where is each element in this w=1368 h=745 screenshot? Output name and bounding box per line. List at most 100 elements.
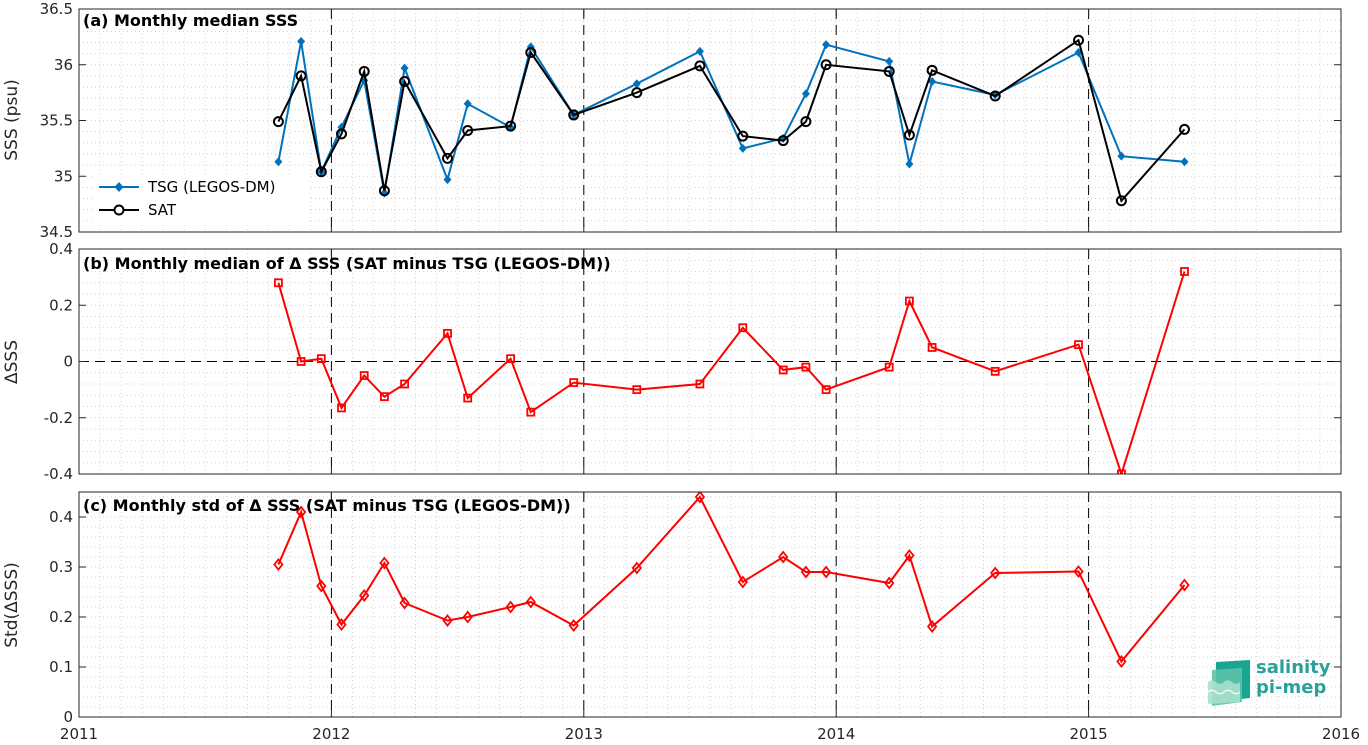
data-point (778, 550, 789, 564)
data-point (883, 65, 895, 77)
series-line-0 (277, 495, 1186, 664)
data-point (1180, 157, 1189, 167)
panel-a-year-lines (330, 9, 1090, 232)
data-point (884, 362, 894, 372)
legend-marker-tsg (114, 182, 124, 192)
data-point (569, 378, 579, 387)
panel-c-x-ticks: 2011 2012 2013 2014 2015 2016 (60, 725, 1360, 743)
data-point (738, 323, 748, 333)
data-point (380, 392, 389, 402)
y-tick-label: 35 (54, 167, 73, 185)
legend-label-sat: SAT (148, 201, 177, 219)
data-point (777, 135, 789, 147)
y-tick-label: 36 (54, 56, 73, 74)
data-point (631, 561, 642, 575)
data-point (568, 109, 580, 121)
data-point (1179, 123, 1191, 135)
data-point (801, 89, 810, 99)
data-point (632, 385, 642, 395)
data-point (505, 120, 517, 132)
data-point (335, 128, 347, 140)
y-tick-label: 35.5 (40, 112, 73, 130)
data-point (525, 46, 537, 58)
legend-label-tsg: TSG (LEGOS-DM) (147, 178, 275, 196)
data-point (336, 618, 347, 631)
legend-marker-sat (113, 204, 125, 216)
data-point (316, 579, 327, 593)
data-point (801, 362, 811, 372)
data-point (800, 565, 812, 579)
data-point (1116, 655, 1127, 668)
data-point (989, 90, 1001, 102)
data-point (928, 76, 937, 86)
data-point (695, 46, 704, 56)
logo-text-line1: salinity (1256, 657, 1331, 678)
panel-c-title: (c) Monthly std of Δ SSS (SAT minus TSG … (83, 496, 571, 515)
data-point (272, 116, 284, 128)
data-point (316, 354, 326, 364)
data-point (990, 366, 1000, 376)
data-point (884, 576, 895, 590)
panel-c-frame (78, 491, 1342, 718)
data-point (359, 371, 369, 380)
panel-b-y-label: ΔSSS (2, 340, 22, 384)
y-tick-label: 0.2 (49, 608, 73, 626)
y-tick-label: 36.5 (40, 0, 73, 18)
data-point (903, 129, 915, 141)
data-point (904, 549, 915, 562)
y-tick-label: 0.1 (49, 658, 73, 676)
series-line-0 (277, 271, 1186, 474)
y-tick-label: 34.5 (40, 223, 73, 241)
data-point (1074, 340, 1083, 350)
data-point (315, 166, 327, 178)
data-point (694, 60, 706, 72)
legend-box (95, 175, 310, 223)
data-point (443, 328, 452, 338)
y-tick-label: 0.3 (49, 558, 73, 576)
data-point (273, 278, 283, 288)
data-point (800, 116, 812, 128)
data-point (737, 575, 748, 589)
data-point (737, 130, 749, 142)
y-tick-label: 0.2 (49, 296, 73, 314)
x-tick-label: 2016 (1322, 725, 1360, 743)
data-point (885, 56, 894, 66)
data-point (273, 558, 284, 571)
data-point (1117, 151, 1126, 161)
data-point (904, 296, 914, 306)
data-point (295, 70, 307, 82)
data-point (359, 589, 370, 602)
data-point (778, 365, 788, 375)
logo-text: salinity pi-mep (1256, 658, 1331, 698)
data-point (295, 505, 307, 519)
data-point (399, 596, 410, 610)
x-tick-label: 2013 (565, 725, 603, 743)
data-point (463, 393, 473, 403)
data-point (631, 87, 643, 99)
data-point (990, 566, 1001, 580)
data-point (297, 36, 306, 46)
data-point (463, 99, 472, 109)
data-point (820, 565, 832, 579)
data-point (462, 610, 473, 624)
y-tick-label: -0.2 (44, 409, 73, 427)
data-point (695, 379, 705, 389)
x-tick-label: 2015 (1070, 725, 1108, 743)
panel-b-title: (b) Monthly median of Δ SSS (SAT minus T… (83, 254, 611, 273)
data-point (400, 379, 409, 389)
data-point (822, 40, 831, 50)
data-point (462, 125, 474, 137)
panel-a-y-label: SSS (psu) (2, 79, 22, 160)
data-point (526, 407, 536, 417)
y-tick-label: 0 (63, 353, 73, 371)
data-point (378, 185, 390, 197)
data-point (694, 492, 706, 504)
data-point (820, 59, 832, 71)
panel-b-monthly-median-delta-sss: -0.4 -0.2 0 0.2 0.4 (b) Monthly median of Δ … (2, 240, 1342, 483)
data-point (400, 63, 409, 73)
panel-a-series (272, 34, 1191, 207)
data-point (442, 614, 453, 627)
data-point (926, 620, 938, 633)
